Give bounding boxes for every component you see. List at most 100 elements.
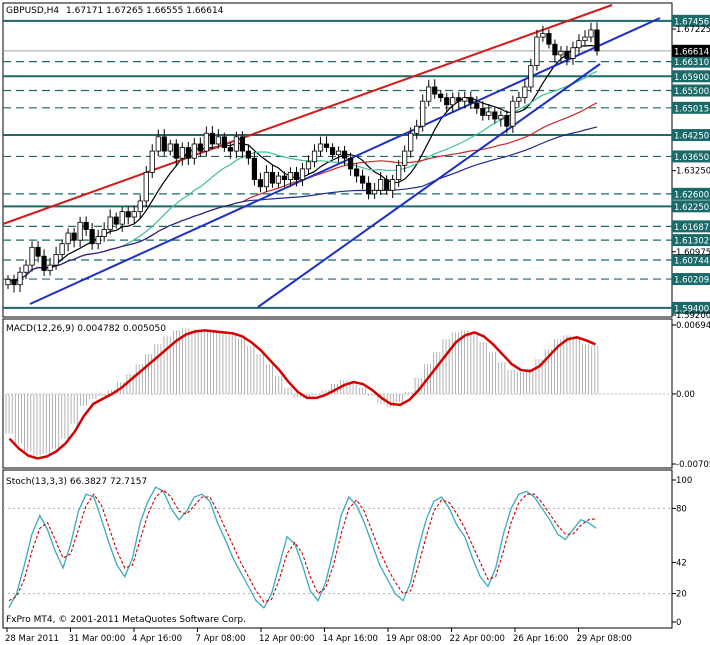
price-level-lines xyxy=(3,19,672,309)
candle-body xyxy=(516,97,522,102)
current-price-label: 1.66614 xyxy=(674,47,709,57)
candle-body xyxy=(582,36,588,42)
macd-label: MACD(12,26,9) 0.004782 0.005050 xyxy=(6,324,166,334)
candle-body xyxy=(209,132,215,145)
time-axis-tick-label: 26 Apr 16:00 xyxy=(513,634,568,644)
candle-body xyxy=(191,143,197,159)
candle-body xyxy=(402,150,408,166)
candle-body xyxy=(335,150,342,156)
time-axis-tick-label: 19 Apr 08:00 xyxy=(386,634,441,644)
candle-body xyxy=(384,179,390,191)
candle-body xyxy=(101,229,107,238)
stoch-axis: 100 80 42 20 0 xyxy=(672,476,692,628)
candle-body xyxy=(558,50,564,56)
candle-body xyxy=(149,150,155,173)
ma-longest-line xyxy=(7,126,598,283)
price-level-label: 1.60209 xyxy=(674,276,709,286)
candle-body xyxy=(287,172,294,180)
time-axis-tick-label: 7 Apr 08:00 xyxy=(196,634,246,644)
candle-body xyxy=(143,172,149,202)
macd-signal-line xyxy=(8,329,596,460)
price-level-tag xyxy=(672,70,710,83)
candle-body xyxy=(504,115,510,127)
candle-body xyxy=(444,97,450,106)
candle-body xyxy=(390,179,396,191)
price-axis-tick-label: 1.63250 xyxy=(676,167,710,177)
candle-body xyxy=(47,264,53,271)
candle-body xyxy=(29,246,35,266)
price-level-tag xyxy=(672,101,710,114)
candle-body xyxy=(323,143,330,148)
candle-body xyxy=(474,102,480,109)
price-level-tag xyxy=(672,84,710,97)
price-level-tag xyxy=(672,55,710,68)
candle-body xyxy=(281,175,288,180)
candle-body xyxy=(360,175,366,184)
price-level-label: 1.67456 xyxy=(674,17,709,27)
candle-body xyxy=(588,29,594,38)
candle-body xyxy=(372,189,378,195)
candle-body xyxy=(414,125,420,134)
candle-body xyxy=(161,136,167,152)
candle-body xyxy=(546,33,552,45)
price-level-tag xyxy=(672,187,710,200)
candle-body xyxy=(522,86,528,99)
candle-body xyxy=(480,107,486,116)
macd-histogram xyxy=(5,328,599,456)
candle-body xyxy=(347,157,354,170)
candle-body xyxy=(41,255,47,271)
candle-body xyxy=(269,172,276,184)
candle-body xyxy=(492,111,498,120)
candle-body xyxy=(95,236,101,245)
candle-body xyxy=(570,47,576,59)
candle-body xyxy=(299,168,306,180)
candle-body xyxy=(341,150,348,159)
candle-body xyxy=(396,164,402,180)
time-axis-tick-label: 12 Apr 00:00 xyxy=(259,634,314,644)
candle-body xyxy=(311,150,318,163)
price-level-tag xyxy=(672,253,710,266)
candle-body xyxy=(305,161,312,170)
price-level-tag xyxy=(672,14,710,27)
candle-body xyxy=(564,50,570,59)
candle-body xyxy=(245,150,252,159)
candle-body xyxy=(462,97,468,102)
candle-body xyxy=(275,175,282,184)
candle-body xyxy=(89,229,95,245)
candle-body xyxy=(594,29,600,52)
macd-axis-tick-label: -0.00705 xyxy=(676,460,710,470)
macd-axis-tick-label: 0.00 xyxy=(676,390,695,400)
candle-body xyxy=(167,143,173,152)
candle-body xyxy=(426,86,432,102)
candle-body xyxy=(540,33,546,38)
price-level-label: 1.59400 xyxy=(674,304,709,314)
stoch-label: Stoch(13,3,3) 66.3827 72.7157 xyxy=(6,477,147,487)
price-level-label: 1.62600 xyxy=(674,190,709,200)
stoch-panel-frame xyxy=(2,469,673,629)
candle-body xyxy=(35,246,41,257)
candle-body xyxy=(251,157,258,180)
candle-body xyxy=(257,179,264,188)
candle-body xyxy=(420,100,426,127)
candle-body xyxy=(65,232,71,245)
price-level-label: 1.60744 xyxy=(674,256,709,266)
steep-support-line[interactable] xyxy=(257,63,601,308)
stoch-main-line xyxy=(8,486,597,609)
time-axis-tick-label: 4 Apr 16:00 xyxy=(132,634,182,644)
time-axis-tick-label: 29 Apr 08:00 xyxy=(577,634,632,644)
macd-axis-tick-label: 0.00694 xyxy=(676,321,710,331)
price-level-tag xyxy=(672,129,710,142)
price-axis: 1.67456 1.66310 1.65900 1.65500 1.65015 1.642… xyxy=(672,14,710,321)
stoch-axis-tick-label: 0 xyxy=(676,618,681,628)
price-level-label: 1.65500 xyxy=(674,87,709,97)
upper-channel-line[interactable] xyxy=(2,4,613,225)
candle-body xyxy=(293,172,300,180)
time-axis-tick-label: 31 Mar 00:00 xyxy=(69,634,126,644)
candle-body xyxy=(107,216,113,230)
candle-body xyxy=(438,93,444,99)
candle-body xyxy=(353,168,360,177)
price-level-tag xyxy=(672,273,710,286)
candle-body xyxy=(119,211,125,225)
candle-body xyxy=(221,136,227,148)
